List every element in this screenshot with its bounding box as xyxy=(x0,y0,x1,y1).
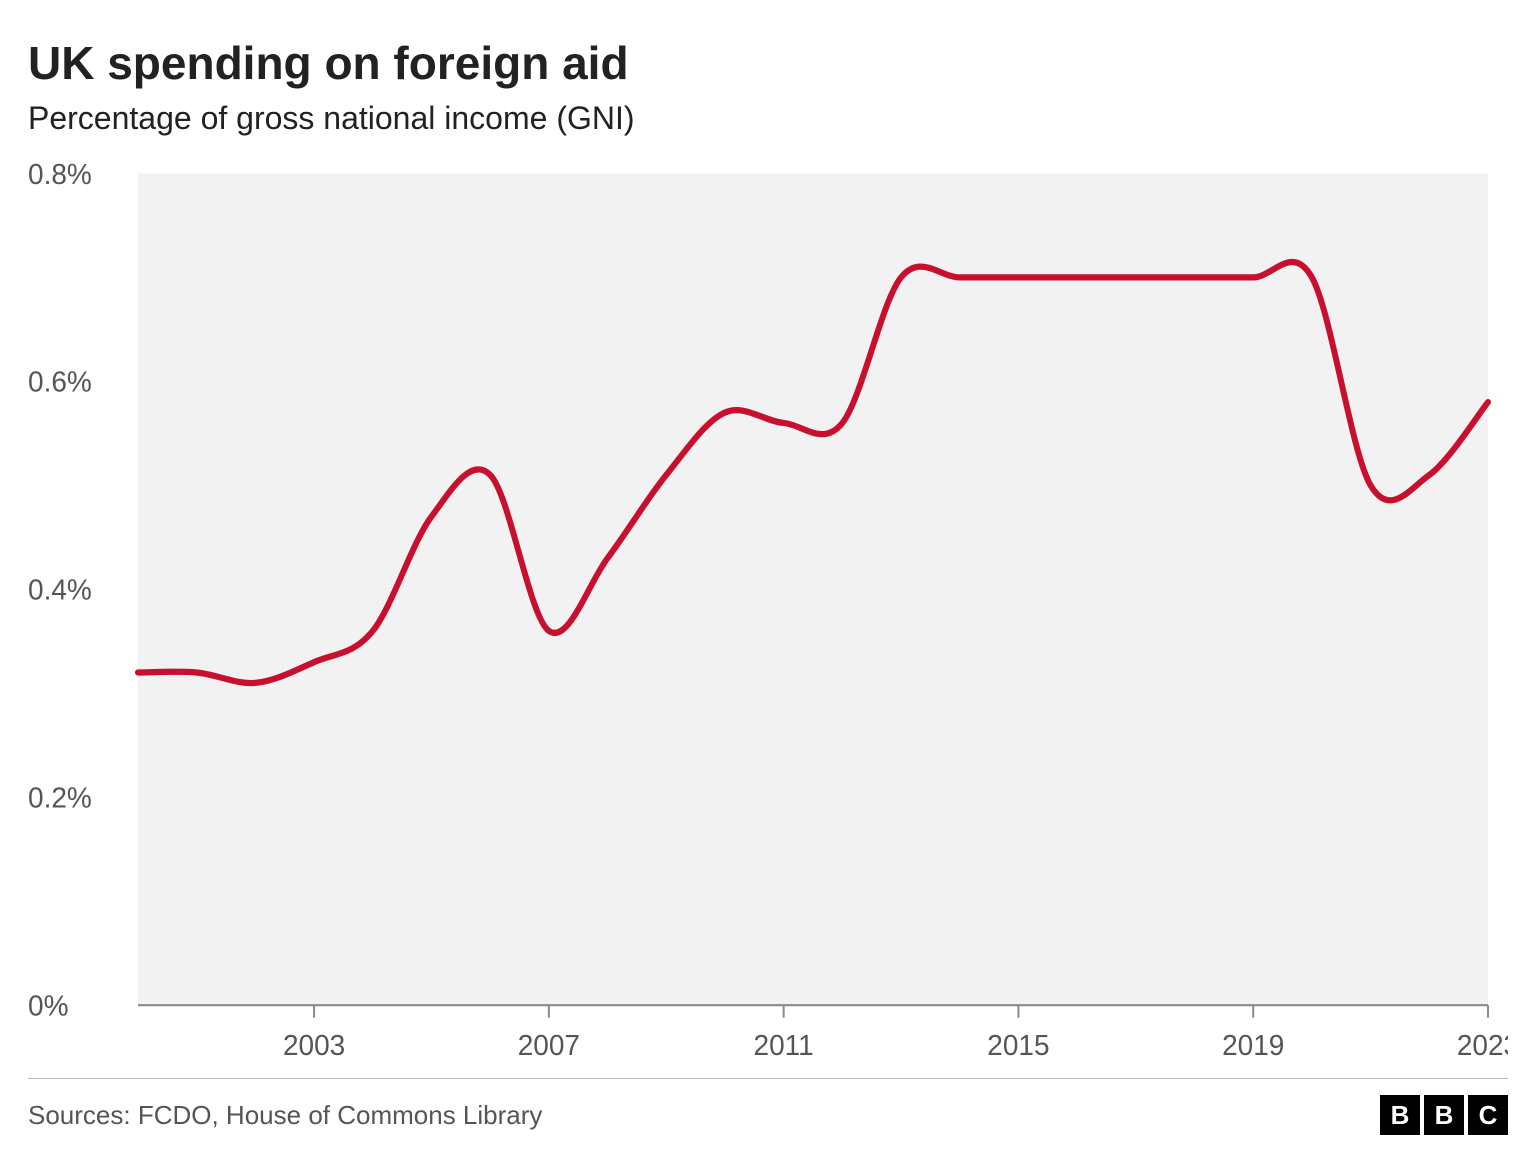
logo-letter-b1: B xyxy=(1380,1095,1420,1135)
chart-header: UK spending on foreign aid Percentage of… xyxy=(28,36,1508,137)
x-tick-label: 2023 xyxy=(1457,1030,1508,1063)
chart-area: 0% 0.2% 0.4% 0.6% 0.8% 2003 2007 2011 2015 2019 20… xyxy=(28,163,1508,1078)
y-tick-label: 0.6% xyxy=(28,366,92,399)
logo-letter-c: C xyxy=(1468,1095,1508,1135)
chart-footer: Sources: FCDO, House of Commons Library … xyxy=(28,1078,1508,1135)
chart-title: UK spending on foreign aid xyxy=(28,36,1508,90)
y-tick-label: 0.8% xyxy=(28,163,92,191)
x-tick-label: 2015 xyxy=(987,1030,1049,1063)
y-tick-label: 0.2% xyxy=(28,782,92,815)
chart-subtitle: Percentage of gross national income (GNI… xyxy=(28,100,1508,137)
x-tick-label: 2003 xyxy=(283,1030,345,1063)
y-tick-label: 0.4% xyxy=(28,574,92,607)
logo-letter-b2: B xyxy=(1424,1095,1464,1135)
x-tick-label: 2019 xyxy=(1222,1030,1284,1063)
y-tick-label: 0% xyxy=(28,990,68,1023)
line-chart-svg: 0% 0.2% 0.4% 0.6% 0.8% 2003 2007 2011 2015 2019 20… xyxy=(28,163,1508,1078)
x-tick-label: 2011 xyxy=(754,1030,814,1063)
x-tick-label: 2007 xyxy=(518,1030,580,1063)
source-text: Sources: FCDO, House of Commons Library xyxy=(28,1100,542,1131)
bbc-logo: B B C xyxy=(1380,1095,1508,1135)
